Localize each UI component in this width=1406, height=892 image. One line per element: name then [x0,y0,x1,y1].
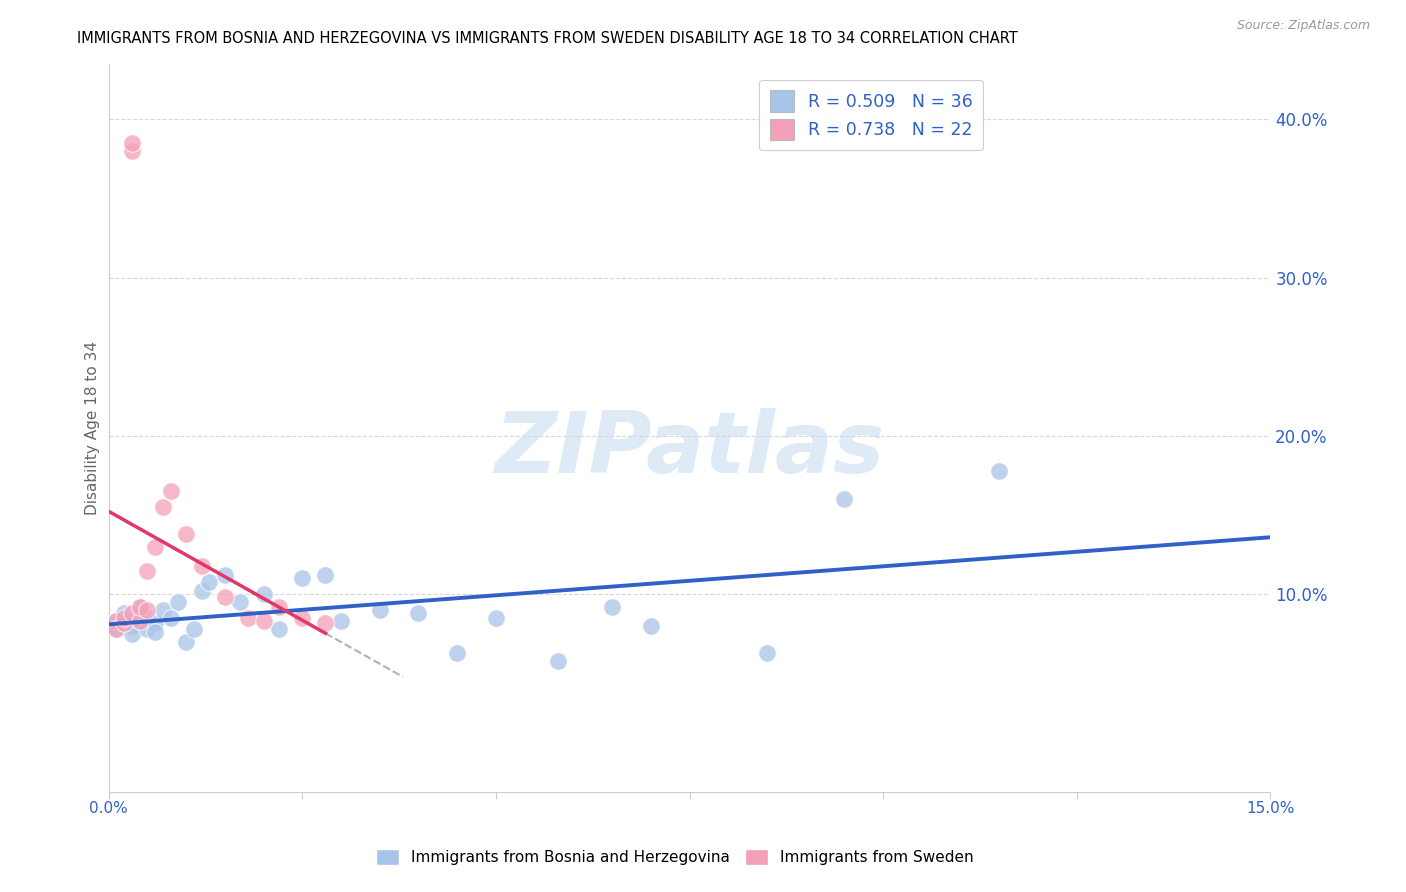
Point [105,622,128,636]
Point [143,540,166,554]
Point [174,527,197,541]
Point [330,614,353,628]
Point [128,599,150,614]
Point [547,654,569,668]
Legend: Immigrants from Bosnia and Herzegovina, Immigrants from Sweden: Immigrants from Bosnia and Herzegovina, … [370,843,980,871]
Point [121,607,143,621]
Text: IMMIGRANTS FROM BOSNIA AND HERZEGOVINA VS IMMIGRANTS FROM SWEDEN DISABILITY AGE : IMMIGRANTS FROM BOSNIA AND HERZEGOVINA V… [77,31,1018,46]
Point [214,591,236,605]
Point [236,611,259,625]
Point [640,619,662,633]
Text: 15.0%: 15.0% [1246,801,1295,815]
Point [143,625,166,640]
Point [143,615,166,630]
Point [112,615,135,630]
Point [446,646,468,660]
Point [136,564,159,578]
Point [121,144,143,158]
Point [121,619,143,633]
Point [291,572,314,586]
Point [121,136,143,151]
Point [267,599,290,614]
Text: Source: ZipAtlas.com: Source: ZipAtlas.com [1237,19,1371,31]
Point [214,568,236,582]
Point [600,599,623,614]
Point [229,595,252,609]
Point [136,611,159,625]
Y-axis label: Disability Age 18 to 34: Disability Age 18 to 34 [86,341,100,515]
Point [315,615,337,630]
Point [368,603,391,617]
Point [121,627,143,641]
Point [152,500,174,515]
Point [190,584,212,599]
Point [105,622,128,636]
Point [159,484,181,499]
Point [112,611,135,625]
Point [252,614,274,628]
Point [755,646,778,660]
Point [128,599,150,614]
Point [112,615,135,630]
Point [105,614,128,628]
Point [128,614,150,628]
Point [183,622,205,636]
Point [315,568,337,582]
Point [834,492,856,507]
Point [291,611,314,625]
Point [136,603,159,617]
Text: ZIPatlas: ZIPatlas [495,409,884,491]
Point [190,558,212,573]
Point [267,622,290,636]
Legend: R = 0.509   N = 36, R = 0.738   N = 22: R = 0.509 N = 36, R = 0.738 N = 22 [759,80,983,150]
Point [485,611,508,625]
Point [136,622,159,636]
Point [105,614,128,628]
Text: 0.0%: 0.0% [89,801,128,815]
Point [128,614,150,628]
Point [988,464,1011,478]
Point [408,607,430,621]
Point [159,611,181,625]
Point [174,634,197,648]
Point [112,607,135,621]
Point [198,574,221,589]
Point [252,587,274,601]
Point [167,595,190,609]
Point [152,603,174,617]
